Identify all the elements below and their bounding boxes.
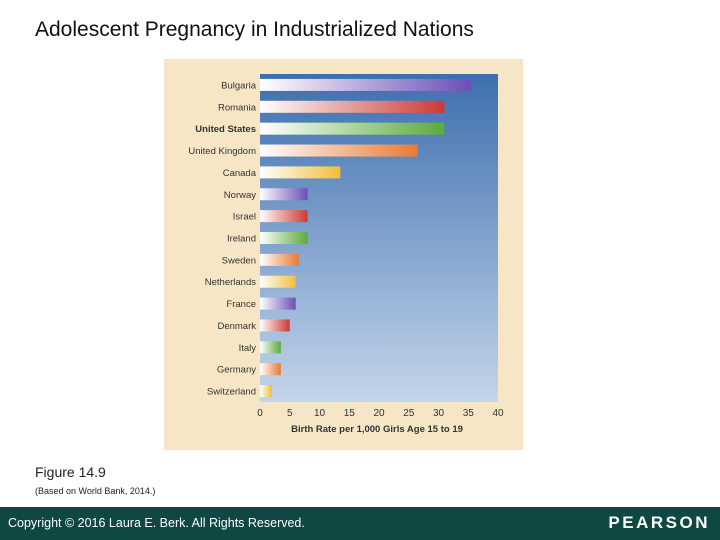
category-label-norway: Norway — [224, 190, 256, 201]
bar-norway — [260, 188, 308, 201]
bar-netherlands — [260, 275, 296, 288]
x-tick-label: 35 — [463, 408, 475, 419]
bar-italy — [260, 341, 281, 354]
x-tick-label: 30 — [433, 408, 445, 419]
bar-romania — [260, 100, 445, 113]
bar-denmark — [260, 319, 290, 332]
category-label-italy: Italy — [239, 343, 257, 354]
bar-sweden — [260, 253, 299, 266]
category-labels: Bulgaria Romania United States United Kingd… — [188, 80, 256, 397]
x-tick-label: 25 — [403, 408, 415, 419]
bar-germany — [260, 363, 281, 376]
category-label-bulgaria: Bulgaria — [221, 80, 257, 91]
bar-united-states — [260, 122, 445, 135]
x-tick-label: 10 — [314, 408, 326, 419]
x-tick-labels: 0 5 10 15 20 25 30 35 40 — [257, 408, 504, 419]
footer-bar: Copyright © 2016 Laura E. Berk. All Righ… — [0, 507, 720, 540]
category-label-denmark: Denmark — [217, 321, 256, 332]
category-label-united-kingdom: United Kingdom — [188, 146, 256, 157]
category-label-ireland: Ireland — [227, 234, 256, 245]
copyright-text: Copyright © 2016 Laura E. Berk. All Righ… — [8, 516, 305, 530]
category-label-united-states: United States — [195, 124, 256, 135]
bar-switzerland — [260, 385, 272, 398]
bar-chart: Bulgaria Romania United States United Kingd… — [188, 74, 504, 435]
category-label-canada: Canada — [223, 168, 257, 179]
bar-israel — [260, 210, 308, 223]
x-axis-title: Birth Rate per 1,000 Girls Age 15 to 19 — [291, 424, 463, 435]
bar-united-kingdom — [260, 144, 418, 157]
x-tick-label: 0 — [257, 408, 263, 419]
chart-panel: Bulgaria Romania United States United Kingd… — [164, 59, 523, 450]
category-label-france: France — [226, 299, 256, 310]
x-tick-label: 15 — [344, 408, 356, 419]
category-label-sweden: Sweden — [222, 255, 256, 266]
x-tick-label: 5 — [287, 408, 293, 419]
category-label-netherlands: Netherlands — [205, 277, 256, 288]
pearson-logo: PEARSON — [608, 513, 710, 532]
category-label-romania: Romania — [218, 102, 257, 113]
category-label-germany: Germany — [217, 365, 256, 376]
figure-source: (Based on World Bank, 2014.) — [35, 486, 156, 496]
bar-ireland — [260, 232, 308, 244]
bar-france — [260, 297, 296, 310]
x-tick-label: 40 — [492, 408, 504, 419]
figure-label: Figure 14.9 — [35, 464, 106, 480]
category-label-israel: Israel — [233, 212, 256, 223]
bars-layer — [260, 78, 472, 398]
slide-title: Adolescent Pregnancy in Industrialized N… — [35, 18, 474, 41]
bar-bulgaria — [260, 78, 472, 91]
x-tick-label: 20 — [373, 408, 385, 419]
category-label-switzerland: Switzerland — [207, 387, 256, 398]
bar-canada — [260, 166, 341, 179]
